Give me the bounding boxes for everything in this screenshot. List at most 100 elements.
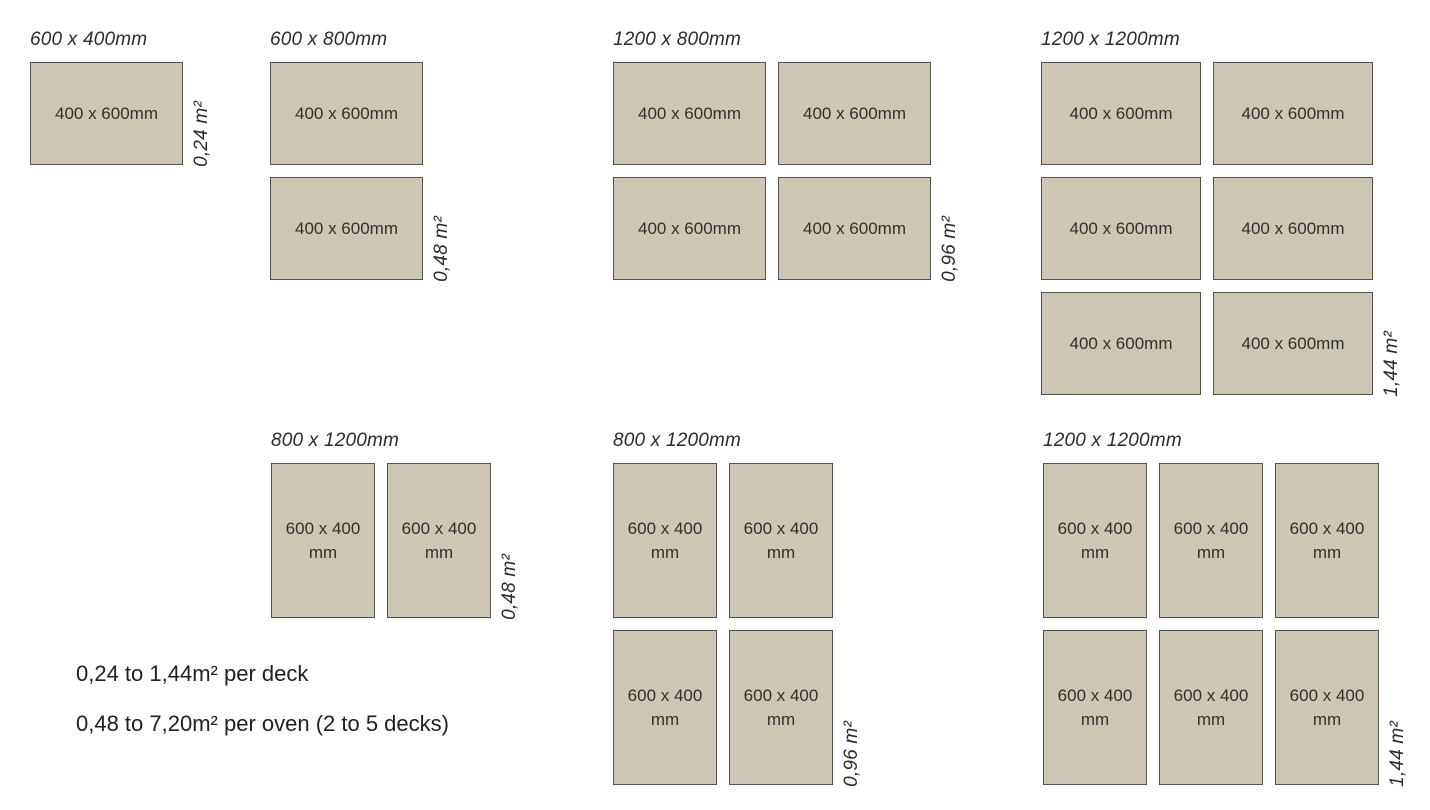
- tray-size-label: 400 x 600mm: [1241, 333, 1345, 353]
- tray-size-label: 600 x 400: [1173, 685, 1249, 705]
- deck-group-800x1200-two-trays: 800 x 1200mm 600 x 400 mm 600 x 400 mm 0,48…: [271, 427, 520, 620]
- tray-grid: 400 x 600mm 400 x 600mm 400 x 600mm 400 x 6…: [613, 62, 931, 280]
- tray: 400 x 600mm: [30, 62, 183, 165]
- deck-grid-wrap: 600 x 400 mm 600 x 400 mm 600 x 400 mm 600 x 4…: [1043, 463, 1408, 787]
- tray-size-label: mm: [308, 542, 338, 562]
- tray-size-label: 600 x 400: [743, 685, 819, 705]
- tray-size-label: 600 x 400: [743, 518, 819, 538]
- deck-size-title: 1200 x 1200mm: [1041, 29, 1180, 50]
- deck-size-title: 1200 x 1200mm: [1043, 430, 1182, 451]
- deck-grid-wrap: 400 x 600mm 400 x 600mm 400 x 600mm 400 x 6…: [613, 62, 960, 282]
- tray-grid: 400 x 600mm: [30, 62, 183, 165]
- deck-group-800x1200-four-trays: 800 x 1200mm 600 x 400 mm 600 x 400 mm 600 x…: [613, 427, 862, 787]
- tray: 400 x 600mm: [778, 177, 931, 280]
- deck-group-1200x800: 1200 x 800mm 400 x 600mm 400 x 600mm 400 x…: [613, 26, 960, 282]
- tray: 400 x 600mm: [1213, 62, 1373, 165]
- tray: 600 x 400 mm: [1275, 463, 1379, 618]
- deck-grid-wrap: 400 x 600mm 0,24 m²: [30, 62, 212, 167]
- tray: 600 x 400 mm: [1159, 630, 1263, 785]
- tray: 400 x 600mm: [613, 177, 766, 280]
- tray-size-label: 400 x 600mm: [638, 103, 741, 123]
- tray: 600 x 400 mm: [613, 463, 717, 618]
- tray-grid: 400 x 600mm 400 x 600mm: [270, 62, 423, 280]
- tray-size-label: 400 x 600mm: [638, 218, 741, 238]
- per-deck-range-text: 0,24 to 1,44m² per deck: [76, 661, 309, 686]
- deck-size-title: 1200 x 800mm: [613, 29, 742, 50]
- tray: 600 x 400 mm: [271, 463, 375, 618]
- deck-size-title: 600 x 800mm: [270, 29, 388, 50]
- tray: 400 x 600mm: [1041, 177, 1201, 280]
- tray-grid: 600 x 400 mm 600 x 400 mm 600 x 400 mm 600 x 4…: [1043, 463, 1379, 785]
- per-oven-range-text: 0,48 to 7,20m² per oven (2 to 5 decks): [76, 711, 449, 736]
- tray: 600 x 400 mm: [729, 463, 833, 618]
- tray-size-label: mm: [650, 709, 680, 729]
- tray-size-label: mm: [766, 542, 796, 562]
- tray: 600 x 400 mm: [1043, 630, 1147, 785]
- tray-size-label: mm: [1196, 542, 1226, 562]
- deck-area-label: 0,96 m²: [939, 216, 960, 282]
- deck-area-label: 0,48 m²: [499, 554, 520, 620]
- tray-size-label: 400 x 600mm: [295, 103, 398, 123]
- deck-group-600x800: 600 x 800mm 400 x 600mm 400 x 600mm 0,48 …: [270, 26, 452, 282]
- tray-size-label: 400 x 600mm: [1069, 103, 1173, 123]
- deck-group-600x400: 600 x 400mm 400 x 600mm 0,24 m²: [30, 26, 212, 167]
- tray: 600 x 400 mm: [1043, 463, 1147, 618]
- tray: 400 x 600mm: [778, 62, 931, 165]
- tray-size-label: 400 x 600mm: [1241, 218, 1345, 238]
- tray-size-label: 600 x 400: [627, 685, 703, 705]
- deck-group-1200x1200-horizontal: 1200 x 1200mm 400 x 600mm 400 x 600mm 400 …: [1041, 26, 1402, 397]
- tray-size-label: 400 x 600mm: [803, 218, 906, 238]
- deck-grid-wrap: 600 x 400 mm 600 x 400 mm 600 x 400 mm 600 x 4…: [613, 463, 862, 787]
- tray-size-label: mm: [1080, 709, 1110, 729]
- tray-size-label: 600 x 400: [1289, 685, 1365, 705]
- tray-size-label: mm: [766, 709, 796, 729]
- tray-size-label: 400 x 600mm: [295, 218, 398, 238]
- tray-size-label: mm: [1312, 542, 1342, 562]
- tray-size-label: mm: [1080, 542, 1110, 562]
- tray: 400 x 600mm: [1213, 177, 1373, 280]
- deck-area-label: 0,48 m²: [431, 216, 452, 282]
- tray-size-label: 600 x 400: [627, 518, 703, 538]
- tray-size-label: 400 x 600mm: [803, 103, 906, 123]
- deck-area-label: 0,24 m²: [191, 101, 212, 167]
- tray-size-label: 600 x 400: [1173, 518, 1249, 538]
- deck-size-title: 600 x 400mm: [30, 29, 148, 50]
- deck-area-label: 1,44 m²: [1387, 721, 1408, 787]
- tray-size-label: mm: [424, 542, 454, 562]
- area-summary: 0,24 to 1,44m² per deck 0,48 to 7,20m² p…: [76, 660, 449, 738]
- tray-size-label: 400 x 600mm: [1241, 103, 1345, 123]
- tray-size-label: 600 x 400: [401, 518, 477, 538]
- deck-grid-wrap: 400 x 600mm 400 x 600mm 0,48 m²: [270, 62, 452, 282]
- tray: 400 x 600mm: [270, 62, 423, 165]
- tray-size-label: mm: [650, 542, 680, 562]
- tray: 400 x 600mm: [1041, 292, 1201, 395]
- tray-size-label: 400 x 600mm: [1069, 218, 1173, 238]
- tray: 600 x 400 mm: [1275, 630, 1379, 785]
- deck-grid-wrap: 600 x 400 mm 600 x 400 mm 0,48 m²: [271, 463, 520, 620]
- deck-size-title: 800 x 1200mm: [271, 430, 400, 451]
- tray: 600 x 400 mm: [729, 630, 833, 785]
- tray-size-label: 600 x 400: [285, 518, 361, 538]
- tray-size-label: 600 x 400: [1057, 518, 1133, 538]
- tray: 600 x 400 mm: [613, 630, 717, 785]
- tray-size-label: 600 x 400: [1289, 518, 1365, 538]
- tray-size-label: mm: [1196, 709, 1226, 729]
- deck-area-label: 1,44 m²: [1381, 331, 1402, 397]
- deck-group-1200x1200-vertical: 1200 x 1200mm 600 x 400 mm 600 x 400 mm 600 …: [1043, 427, 1408, 787]
- tray-grid: 400 x 600mm 400 x 600mm 400 x 600mm 400 x 6…: [1041, 62, 1373, 395]
- tray-grid: 600 x 400 mm 600 x 400 mm 600 x 400 mm 600 x 4…: [613, 463, 833, 785]
- tray-grid: 600 x 400 mm 600 x 400 mm: [271, 463, 491, 618]
- tray-size-label: 400 x 600mm: [55, 103, 158, 123]
- deck-grid-wrap: 400 x 600mm 400 x 600mm 400 x 600mm 400 x 6…: [1041, 62, 1402, 397]
- tray-size-label: mm: [1312, 709, 1342, 729]
- tray: 400 x 600mm: [1041, 62, 1201, 165]
- tray: 600 x 400 mm: [387, 463, 491, 618]
- tray: 600 x 400 mm: [1159, 463, 1263, 618]
- tray-size-label: 600 x 400: [1057, 685, 1133, 705]
- tray: 400 x 600mm: [270, 177, 423, 280]
- tray: 400 x 600mm: [613, 62, 766, 165]
- deck-size-title: 800 x 1200mm: [613, 430, 742, 451]
- tray: 400 x 600mm: [1213, 292, 1373, 395]
- deck-area-label: 0,96 m²: [841, 721, 862, 787]
- tray-size-label: 400 x 600mm: [1069, 333, 1173, 353]
